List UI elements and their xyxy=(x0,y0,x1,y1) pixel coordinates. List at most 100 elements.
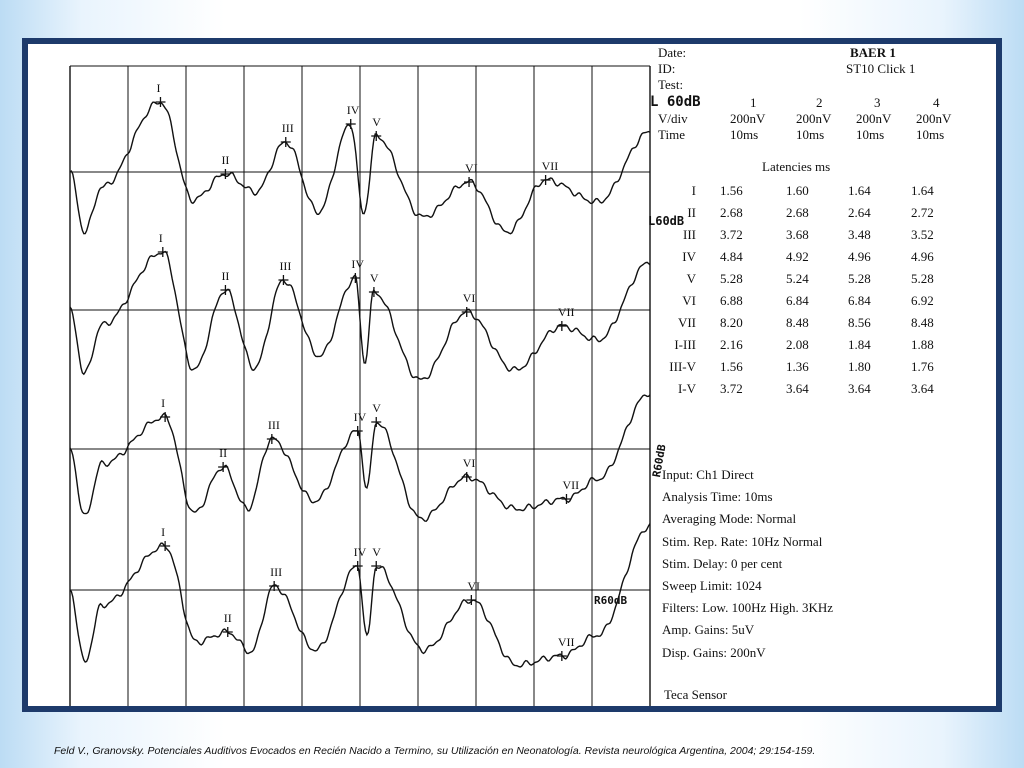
parameter-line: Stim. Delay: 0 per cent xyxy=(662,555,783,571)
peak-marker xyxy=(345,119,356,129)
peak-marker xyxy=(461,307,472,317)
latency-value: 3.64 xyxy=(848,381,871,396)
peak-marker xyxy=(464,177,475,187)
latencies-title: Latencies ms xyxy=(762,159,831,174)
vdiv-ch4: 200nV xyxy=(916,111,952,126)
peak-marker xyxy=(556,651,567,661)
peak-label: V xyxy=(372,401,381,415)
test-label: Test: xyxy=(658,77,684,92)
time-label: Time xyxy=(658,127,685,142)
latency-value: 3.52 xyxy=(911,227,934,242)
latency-value: 1.80 xyxy=(848,359,871,374)
peak-label: I xyxy=(161,396,165,410)
channel-number-4: 4 xyxy=(933,95,940,110)
peak-label: VII xyxy=(542,159,559,173)
latency-value: 6.84 xyxy=(848,293,871,308)
peak-marker xyxy=(280,137,291,147)
latency-value: 2.68 xyxy=(720,205,743,220)
id-label: ID: xyxy=(658,61,676,76)
report-title: BAER 1 xyxy=(850,45,896,60)
peak-label: IV xyxy=(354,410,367,424)
peak-marker xyxy=(220,169,231,179)
latency-value: 2.16 xyxy=(720,337,743,352)
peak-label: II xyxy=(221,269,229,283)
peak-label: II xyxy=(219,446,227,460)
time-ch4: 10ms xyxy=(916,127,945,142)
peak-label: III xyxy=(279,259,291,273)
latency-value: 2.72 xyxy=(911,205,934,220)
slide-frame: I II III IV V VI VII I II III IV V VI VII I II III IV V VI V… xyxy=(22,38,1002,712)
peak-marker xyxy=(220,285,231,295)
peak-label: II xyxy=(221,153,229,167)
vdiv-ch2: 200nV xyxy=(796,111,832,126)
latency-value: 3.64 xyxy=(786,381,809,396)
latency-value: 6.84 xyxy=(786,293,809,308)
peak-label: III xyxy=(268,418,280,432)
latency-row-label: III xyxy=(683,227,696,242)
latency-value: 8.20 xyxy=(720,315,743,330)
latency-value: 8.48 xyxy=(911,315,934,330)
latency-value: 3.72 xyxy=(720,381,743,396)
waveform-trace xyxy=(69,250,651,380)
latency-value: 1.60 xyxy=(786,183,809,198)
handwritten-trace2-label: L60dB xyxy=(648,214,685,228)
peak-marker xyxy=(352,426,363,436)
peak-label: V xyxy=(370,271,379,285)
peak-label: V xyxy=(372,545,381,559)
peak-marker xyxy=(222,627,233,637)
latency-value: 1.64 xyxy=(848,183,871,198)
latency-value: 4.96 xyxy=(911,249,934,264)
peak-label: III xyxy=(270,565,282,579)
peak-label: VI xyxy=(465,161,478,175)
peak-label: VII xyxy=(562,478,579,492)
latency-row-label: IV xyxy=(682,249,696,264)
peak-marker xyxy=(160,541,171,551)
peak-marker xyxy=(218,462,229,472)
peak-label: VI xyxy=(463,291,476,305)
date-label: Date: xyxy=(658,45,687,60)
channel-number-1: 1 xyxy=(750,95,757,110)
peak-label: IV xyxy=(351,257,364,271)
channel-number-3: 3 xyxy=(874,95,881,110)
peak-label: IV xyxy=(354,545,367,559)
peak-marker xyxy=(350,273,361,283)
latency-value: 1.88 xyxy=(911,337,934,352)
latency-value: 3.68 xyxy=(786,227,809,242)
time-ch3: 10ms xyxy=(856,127,885,142)
peak-marker xyxy=(160,412,171,422)
latency-row-label: I-V xyxy=(677,381,696,396)
latency-value: 8.56 xyxy=(848,315,871,330)
peak-label: I xyxy=(159,231,163,245)
latency-value: 6.92 xyxy=(911,293,934,308)
latency-value: 5.28 xyxy=(911,271,934,286)
latency-value: 1.64 xyxy=(911,183,934,198)
latency-row-label: VII xyxy=(677,315,696,330)
latency-value: 4.92 xyxy=(786,249,809,264)
peak-label: III xyxy=(282,121,294,135)
time-ch1: 10ms xyxy=(730,127,759,142)
latency-value: 5.28 xyxy=(720,271,743,286)
peak-label: VII xyxy=(558,305,575,319)
parameter-line: Sweep Limit: 1024 xyxy=(662,578,762,593)
latency-value: 1.84 xyxy=(848,337,871,352)
peak-marker xyxy=(269,581,280,591)
latency-value: 1.56 xyxy=(720,359,743,374)
peak-marker xyxy=(556,321,567,331)
latency-value: 1.76 xyxy=(911,359,934,374)
latency-row-label: V xyxy=(686,271,696,286)
peak-marker xyxy=(461,472,472,482)
latency-value: 3.72 xyxy=(720,227,743,242)
latency-value: 1.56 xyxy=(720,183,743,198)
parameter-line: Averaging Mode: Normal xyxy=(662,511,797,527)
parameter-line: Analysis Time: 10ms xyxy=(662,489,773,505)
peak-label: II xyxy=(224,611,232,625)
latency-value: 2.64 xyxy=(848,205,871,220)
parameter-line: Amp. Gains: 5uV xyxy=(662,622,755,638)
peak-label: VI xyxy=(463,456,476,470)
peak-marker xyxy=(371,417,382,427)
latency-value: 5.28 xyxy=(848,271,871,286)
channel-number-2: 2 xyxy=(816,95,823,110)
time-ch2: 10ms xyxy=(796,127,825,142)
citation-caption: Feld V., Granovsky. Potenciales Auditivo… xyxy=(54,745,816,757)
